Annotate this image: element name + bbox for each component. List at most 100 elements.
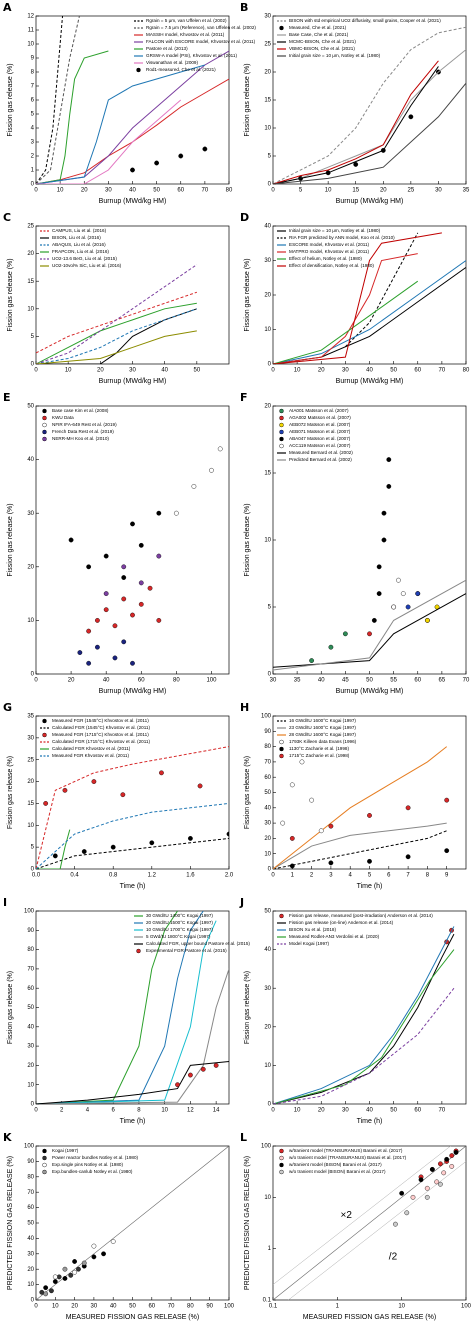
data-point: [386, 483, 392, 489]
series-line: [36, 50, 229, 184]
x-tick-label: 60: [138, 678, 145, 684]
series-line: [273, 822, 447, 869]
y-axis-label: Fission gas release (%): [244, 258, 251, 331]
x-tick-label: 35: [294, 678, 301, 684]
y-tick-label: 60: [264, 775, 271, 781]
y-tick-label: 0: [268, 1102, 272, 1108]
x-tick-label: 60: [414, 678, 421, 684]
y-tick-label: 20: [264, 404, 271, 410]
annotation: /2: [389, 1252, 398, 1263]
series-line: [273, 82, 466, 184]
y-tick-label: 30: [264, 258, 271, 264]
x-tick-label: 20: [380, 188, 387, 194]
panel: F 0 5 10 15 20 30 35 40 45 50 55 60 65 70 Burnup (MWd/k…: [240, 391, 470, 695]
data-point: [156, 510, 162, 516]
panel: G 0 5 10 15 20 25 30 35 0.0 0.4 0.8 1.2 1.6 2.0 Time (h…: [3, 701, 234, 890]
x-tick-label: 20: [68, 678, 75, 684]
y-tick-label: 40: [264, 805, 271, 811]
legend-label: Rgrain = 5 μm, van Uffelen et al. (2002): [146, 18, 227, 23]
data-point: [149, 840, 155, 846]
data-point: [138, 542, 144, 548]
legend-label: Initial grain size = 10 μm, Notley et al…: [289, 228, 381, 233]
x-tick-label: 15: [352, 188, 359, 194]
series-line: [36, 302, 197, 364]
legend-label: Measured Rodlet-AN3 Verdolini et al. (20…: [289, 934, 380, 939]
x-tick-label: 2: [60, 1108, 64, 1114]
x-tick-label: 1: [291, 873, 295, 879]
y-axis-label: PREDICTED FISSION GAS RELEASE (%): [7, 1156, 14, 1290]
y-axis-label: Fission gas release (%): [244, 756, 251, 829]
data-point: [101, 1251, 106, 1257]
x-tick-label: 10: [294, 368, 301, 374]
data-point: [62, 787, 68, 793]
legend-label: Kogai (1997): [52, 1148, 79, 1153]
legend-swatch: [136, 67, 141, 73]
y-tick-label: 0: [31, 1298, 35, 1304]
y-tick-label: 25: [27, 757, 34, 763]
y-tick-label: 20: [27, 1267, 34, 1273]
series-line: [36, 16, 80, 184]
data-point: [404, 1210, 410, 1216]
data-point: [441, 1170, 447, 1176]
x-tick-label: 45: [342, 678, 349, 684]
legend-label: Base case Kim et al. (2008): [52, 408, 109, 413]
data-point: [309, 797, 314, 803]
x-tick-label: 30: [435, 188, 442, 194]
legend-label: KWU Data: [52, 415, 74, 420]
y-tick-label: 10: [264, 327, 271, 333]
panel: H 0 10 20 30 40 50 60 70 80 90 100 0 1 2 3 4 5 6 7 8 9 Time (h…: [240, 701, 467, 890]
data-point: [68, 1272, 74, 1278]
data-point: [381, 537, 387, 543]
series-line: [273, 26, 466, 184]
y-tick-label: 5: [31, 112, 35, 118]
y-axis-label: Fission gas release (%): [244, 971, 251, 1044]
x-tick-label: 65: [439, 678, 446, 684]
annotation: ×2: [341, 1210, 353, 1221]
x-tick-label: 60: [414, 368, 421, 374]
data-point: [200, 1066, 206, 1072]
legend-label: Viswanathan et al. (2009): [146, 60, 198, 65]
x-tick-label: 10: [325, 188, 332, 194]
data-point: [408, 114, 414, 120]
x-tick-label: 20: [81, 188, 88, 194]
legend-label: Calculated FGR, upper bound Pastore et a…: [146, 941, 250, 946]
data-point: [376, 564, 382, 570]
legend-swatch: [42, 422, 47, 428]
y-tick-label: 30: [264, 986, 271, 992]
y-tick-label: 0: [268, 672, 272, 678]
y-tick-label: 10: [27, 306, 34, 312]
y-tick-label: 40: [27, 1236, 34, 1242]
x-tick-label: 10: [57, 188, 64, 194]
y-tick-label: 40: [264, 224, 271, 230]
y-tick-label: 60: [27, 986, 34, 992]
x-tick-label: 8: [137, 1108, 141, 1114]
x-tick-label: 70: [202, 188, 209, 194]
legend-label: FALCON with ESCORE model, Khvostov et al…: [146, 39, 256, 44]
legend-label: 20 GWd/tU 1500°C Kogai (1997): [146, 920, 213, 925]
panel: L 0.1 1 10 100 0.1 1 10 100 MEASURED FISSION GAS …: [240, 1131, 472, 1321]
data-point: [376, 591, 382, 596]
legend-label: ESCORE model, Khvostov et al. (2011): [289, 242, 370, 247]
panel-letter: E: [3, 391, 11, 404]
legend-label: Experimental FGR Pastore et al. (2015): [146, 948, 227, 953]
y-tick-label: 6: [31, 98, 35, 104]
legend-label: Calculated FGR Khvostov et al. (2011): [52, 746, 131, 751]
data-point: [77, 650, 83, 655]
legend-label: 10 GWd/tU 1700°C Kogai (1997): [146, 927, 213, 932]
y-tick-label: 30: [27, 1044, 34, 1050]
legend-label: 28 GWd/tU 1600°C Kogai (1997): [289, 732, 356, 737]
x-tick-label: 90: [206, 1304, 213, 1310]
series-line: [36, 802, 229, 869]
x-axis-label: Burnup (MWd/kg HM): [336, 688, 404, 695]
x-tick-label: 70: [168, 1304, 175, 1310]
x-tick-label: 0.1: [269, 1304, 278, 1310]
data-point: [112, 655, 118, 661]
x-tick-label: 0.8: [109, 873, 118, 879]
legend-label: Power reactor bundles Notley et al. (198…: [52, 1155, 139, 1160]
data-point: [187, 1072, 193, 1078]
legend-label: Pastore et al. (2013): [146, 46, 188, 51]
x-tick-label: 1.6: [186, 873, 195, 879]
panel: E 0 10 20 30 40 50 0 20 40 60 80 100 Burnup (MWd/kg H…: [3, 391, 230, 695]
